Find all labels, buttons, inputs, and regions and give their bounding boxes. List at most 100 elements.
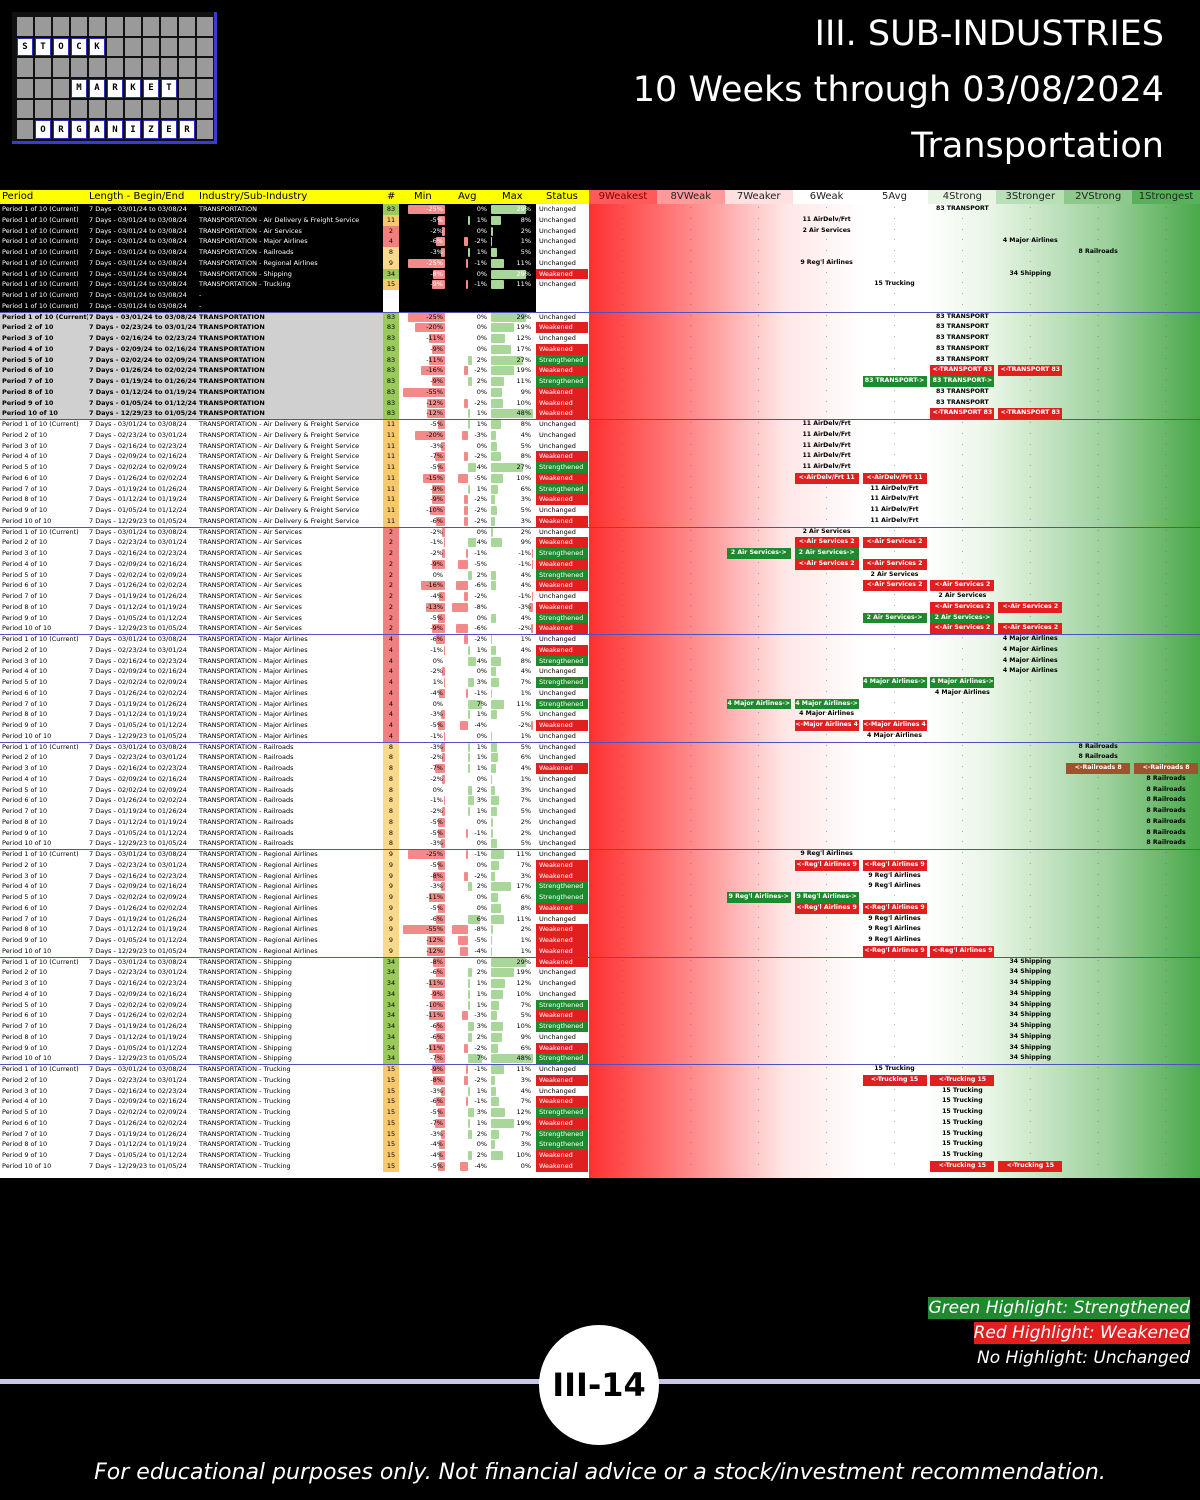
max-bar [491,269,526,279]
table-row: Period 10 of 10 7 Days - 12/29/23 to 01/0… [0,1160,1200,1172]
min-bar [428,979,445,988]
max-bar [491,979,506,988]
min-bar [425,602,445,612]
period-cell: Period 6 of 10 [2,581,48,590]
bucket-dot: · [1097,1065,1100,1072]
industry-cell: TRANSPORTATION - Shipping [199,1000,292,1009]
bucket-dot: · [1029,323,1032,331]
status-cell: Unchanged [536,634,588,645]
row-left-bg [0,290,383,301]
bucket-dot: · [1097,1151,1100,1158]
avg-bar [468,484,470,494]
bucket-dot: · [825,366,828,374]
bucket-dot: · [893,742,896,750]
bucket-dot: · [689,280,692,288]
length-cell: 7 Days - 02/23/24 to 03/01/24 [89,1075,187,1084]
bucket-dot: · [825,301,828,309]
row-stats-bg [399,386,536,398]
bucket-dot: · [1165,506,1167,513]
bucket-dot: · [1097,559,1100,567]
min-value: -5% [430,860,443,869]
avg-value: -1% [474,1097,487,1106]
bucket-dot: · [689,989,692,997]
row-stats-bg [399,1117,536,1129]
column-avg: Avg [458,191,477,202]
bucket-dot: · [825,344,828,352]
bucket-dot: · [1165,968,1167,976]
row-left-bg [0,580,383,591]
bucket-dot: · [1097,1161,1100,1169]
avg-bar [468,656,476,666]
logo-tile [89,17,105,36]
bucket-label-trail: <-Trucking 15 [930,1074,995,1086]
bucket-dot: · [621,645,624,653]
avg-bar [468,710,470,720]
bucket-dot: · [1097,473,1100,481]
bucket-dot: · [893,774,896,782]
bucket-dot: · [825,280,828,288]
status-cell: Weakened [536,870,588,882]
period-cell: Period 2 of 10 [2,753,48,762]
bucket-label: <-Trucking 15 [862,1074,927,1086]
bucket-dot: · [1097,377,1100,384]
bucket-dot: · [961,656,964,664]
status-cell: Unchanged [536,311,588,323]
period-cell: Period 6 of 10 [2,473,48,482]
bucket-dot: · [621,613,624,621]
bucket-dot: · [1097,452,1100,460]
row-left-bg [0,451,383,462]
bucket-dot: · [961,645,964,653]
bucket-dot: · [689,882,692,890]
bucket-dot: · [621,291,624,298]
bucket-label: 15 Trucking [942,1129,983,1137]
table-row: Period 8 of 10 7 Days - 01/12/24 to 01/19… [0,1139,1200,1150]
bucket-dot: · [757,678,760,685]
bucket-dot: · [961,301,964,309]
length-cell: 7 Days - 01/12/24 to 01/19/24 [89,925,187,934]
min-value: -2% [430,549,443,557]
bucket-dot: · [825,817,828,825]
date-range-title: 10 Weeks through 03/08/2024 [632,70,1164,110]
bucket-label: <-Reg'l Airlines 9 [862,945,927,957]
table-row: Period 3 of 10 7 Days - 02/16/24 to 02/23… [0,1085,1200,1097]
min-value: -3% [430,248,443,256]
row-left-bg [0,741,383,753]
status-cell: Weakened [536,343,588,355]
bucket-dot: · [825,323,828,331]
bucket-dot: · [893,549,896,556]
row-left-bg [0,1074,383,1086]
min-bar [407,850,445,859]
max-bar [491,1118,514,1128]
bucket-dot: · [1029,430,1032,438]
table-row: Period 6 of 10 7 Days - 01/26/24 to 02/02… [0,1117,1200,1129]
max-value: 11% [516,699,531,708]
industry-cell: TRANSPORTATION [199,366,265,375]
bucket-dot: · [1029,1108,1032,1115]
bucket-dot: · [757,710,760,718]
row-stats-bg [399,354,536,366]
bucket-dot: · [1097,506,1100,513]
bucket-dot: · [621,688,624,696]
bucket-dot: · [1029,774,1032,782]
bucket-dot: · [1029,1032,1032,1040]
legend-strengthened: Green Highlight: Strengthened [928,1297,1190,1319]
max-value: 5% [520,441,531,450]
bucket-dot: · [757,280,760,288]
min-bar [442,667,445,677]
bucket-dot: · [757,753,760,761]
bucket-dot: · [621,269,624,277]
period-cell: Period 2 of 10 [2,1075,48,1084]
status-cell: Unchanged [536,1064,588,1075]
avg-value: 7% [476,1054,487,1063]
group-separator [0,526,1200,528]
bucket-dot: · [621,205,624,212]
period-cell: Period 7 of 10 [2,592,48,600]
bucket-dot: · [893,1151,896,1158]
avg-value: 0% [476,1140,487,1149]
row-left-bg [0,773,383,785]
bucket-label: 15 Trucking [942,1151,983,1158]
bucket-dot: · [757,258,760,266]
bucket-dot: · [757,613,760,621]
max-bar [531,549,533,558]
bucket-label-trail: 9 Reg'l Airlines-> [794,892,859,903]
